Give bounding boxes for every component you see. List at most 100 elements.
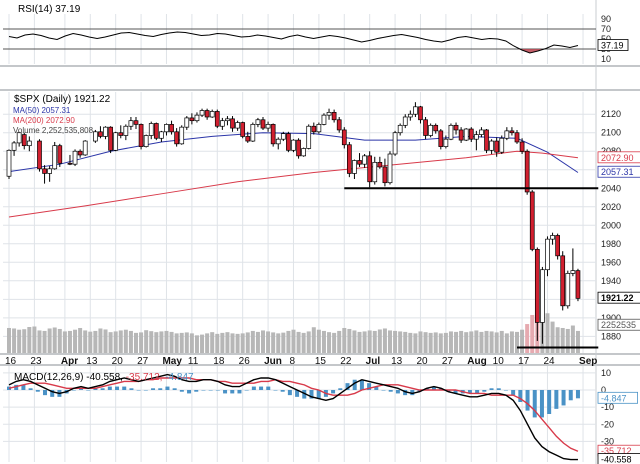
volume-bar (515, 331, 519, 353)
macd-histogram-bar (122, 386, 127, 390)
candle-body (118, 132, 124, 136)
candle-body (352, 160, 357, 174)
macd-tick-label: 0 (601, 385, 606, 395)
volume-bar (149, 331, 154, 353)
legend-ma50: MA(50) 2057.31 (13, 106, 71, 115)
price-value-box (597, 291, 640, 304)
candle-body (52, 145, 58, 170)
macd-histogram-bar (208, 390, 213, 391)
macd-histogram-bar (273, 390, 278, 391)
volume-bar (301, 332, 306, 353)
macd-histogram-bar (287, 390, 292, 396)
macd-histogram-bar (266, 386, 271, 390)
candle-body (6, 149, 12, 177)
candle-body (514, 132, 520, 143)
volume-bar (169, 331, 174, 353)
candle-body (164, 124, 169, 133)
macd-histogram-bar (352, 379, 357, 390)
candle-body (103, 126, 108, 137)
macd-histogram-bar (259, 386, 264, 390)
macd-histogram-bar (158, 388, 163, 390)
volume-bar (504, 333, 509, 353)
candle-body (357, 160, 362, 165)
macd-histogram-bar (359, 379, 364, 390)
candle-body (372, 161, 378, 183)
macd-histogram-bar (532, 390, 537, 418)
macd-histogram-bar (251, 386, 256, 390)
macd-histogram-bar (467, 390, 472, 394)
price-tick-label: 2120 (601, 109, 621, 119)
candle-body (189, 117, 195, 122)
candle-body (336, 119, 342, 131)
volume-bar (67, 330, 72, 353)
candle-body (311, 125, 317, 133)
macd-histogram-bar (79, 388, 84, 390)
candle-body (67, 162, 73, 165)
macd-histogram-bar (482, 390, 487, 392)
candle-body (306, 125, 312, 149)
candle-body (16, 132, 22, 144)
volume-bar (73, 329, 78, 353)
candle-body (270, 124, 276, 145)
volume-bar (311, 327, 316, 353)
macd-histogram-bar (489, 388, 494, 390)
candle-body (275, 138, 281, 145)
volume-bar (388, 330, 392, 353)
macd-tick-label: -20 (601, 419, 614, 429)
volume-bar (83, 330, 88, 353)
macd-histogram-bar (475, 390, 480, 394)
macd-histogram-bar (331, 390, 336, 394)
macd-histogram-bar (431, 386, 436, 390)
candle-body (438, 130, 444, 147)
macd-histogram-bar (503, 390, 508, 391)
macd-histogram-bar (547, 390, 552, 414)
macd-histogram-bar (115, 386, 120, 390)
x-tick-label: Sep (579, 356, 597, 367)
volume-bar (184, 332, 189, 353)
candle-body (42, 168, 47, 174)
volume-bar (286, 330, 291, 353)
candle-body (296, 139, 301, 157)
macd-histogram-bar (295, 390, 300, 397)
candle-body (209, 111, 215, 118)
volume-bar (418, 331, 423, 353)
volume-bar (337, 330, 342, 353)
volume-bar (530, 314, 535, 353)
candle-body (413, 106, 418, 115)
candle-body (26, 140, 32, 147)
price-value-box (597, 318, 640, 331)
candle-body (367, 155, 373, 183)
candle-body (418, 106, 423, 121)
candle-body (93, 131, 98, 142)
candle-body (347, 144, 352, 174)
rsi-tick-label: 50 (601, 34, 611, 44)
candle-body (174, 131, 179, 145)
candle-body (214, 111, 220, 127)
candle-body (133, 120, 139, 125)
macd-histogram-bar (568, 390, 573, 401)
macd-tick-label: -30 (601, 436, 614, 446)
volume-bar (560, 327, 565, 353)
x-tick-label: 18 (213, 356, 225, 367)
candle-body (184, 117, 190, 128)
volume-bar (575, 330, 580, 353)
rsi-tick-label: 90 (601, 14, 611, 24)
volume-bar (32, 326, 37, 353)
ma200-line (8, 150, 579, 218)
volume-bar (37, 330, 42, 353)
macd-histogram-bar (453, 390, 458, 394)
volume-bar (225, 332, 230, 353)
volume-bar (469, 331, 474, 353)
candle-body (11, 142, 17, 151)
candle-body (260, 119, 266, 129)
volume-bar (423, 332, 428, 353)
rsi-oversold-fill (517, 49, 542, 53)
volume-bar (98, 328, 103, 353)
x-tick-label: 20 (112, 356, 124, 367)
rsi-value-box (597, 39, 629, 51)
volume-bar (357, 331, 362, 353)
candle-body (453, 124, 459, 131)
volume-bar (144, 330, 149, 353)
candle-body (316, 124, 322, 133)
